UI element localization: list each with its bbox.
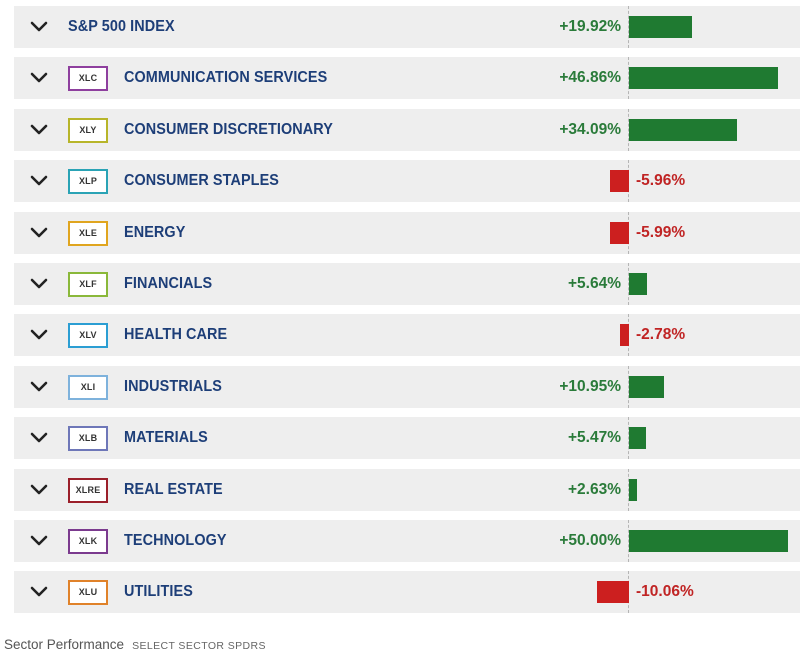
chevron-down-icon[interactable] [29,482,49,498]
zero-axis-line [628,468,629,511]
sector-name: S&P 500 INDEX [68,18,175,35]
percent-change-label: +46.86% [559,69,621,87]
performance-bar [597,581,629,604]
ticker-badge: XLY [68,117,108,143]
sector-row-industrials[interactable]: XLI INDUSTRIALS +10.95% [14,365,800,408]
ticker-badge: XLB [68,426,108,452]
sector-name: TECHNOLOGY [124,531,227,549]
performance-bar [620,324,629,347]
sector-row-consumer-discretionary[interactable]: XLY CONSUMER DISCRETIONARY +34.09% [14,108,800,151]
percent-change-label: +5.64% [567,274,621,292]
ticker-badge: XLU [68,580,108,606]
sector-name: CONSUMER STAPLES [124,172,280,190]
percent-change-label: +50.00% [559,531,621,549]
performance-bar [629,529,788,552]
sector-row-utilities[interactable]: XLU UTILITIES -10.06% [14,571,800,614]
chevron-down-icon[interactable] [29,19,49,35]
percent-change-label: -2.78% [636,326,686,344]
chevron-down-icon[interactable] [29,225,49,241]
sector-row-consumer-staples[interactable]: XLP CONSUMER STAPLES -5.96% [14,160,800,203]
sector-name: INDUSTRIALS [124,377,222,395]
performance-bar [629,67,778,90]
footer-title: Sector Performance [4,637,125,652]
zero-axis-line [628,365,629,408]
zero-axis-line [628,108,629,151]
ticker-badge: XLF [68,271,108,297]
percent-change-label: +10.95% [559,377,621,395]
performance-bar [629,16,692,38]
widget-footer: Sector Performance SELECT SECTOR SPDRS [4,637,266,653]
chevron-down-icon[interactable] [29,584,49,600]
zero-axis-line [628,417,629,460]
sector-row-financials[interactable]: XLF FINANCIALS +5.64% [14,262,800,305]
chevron-down-icon[interactable] [29,327,49,343]
percent-change-label: -10.06% [636,583,694,601]
chevron-down-icon[interactable] [29,122,49,138]
sector-name: HEALTH CARE [124,326,228,344]
performance-bar [629,118,737,141]
percent-change-label: +34.09% [559,120,621,138]
sector-row-communication-services[interactable]: XLC COMMUNICATION SERVICES +46.86% [14,57,800,100]
ticker-badge: XLC [68,66,108,92]
ticker-badge: XLK [68,528,108,554]
chevron-down-icon[interactable] [29,70,49,86]
chevron-down-icon[interactable] [29,430,49,446]
chevron-down-icon[interactable] [29,173,49,189]
sector-name: REAL ESTATE [124,480,223,498]
percent-change-label: +5.47% [567,429,621,447]
performance-bar [629,478,637,501]
percent-change-label: +2.63% [567,480,621,498]
zero-axis-line [628,519,629,562]
sector-row-energy[interactable]: XLE ENERGY -5.99% [14,211,800,254]
sector-name: FINANCIALS [124,274,213,292]
sector-row-health-care[interactable]: XLV HEALTH CARE -2.78% [14,314,800,357]
sector-row-technology[interactable]: XLK TECHNOLOGY +50.00% [14,519,800,562]
sector-name: UTILITIES [124,583,193,601]
chevron-down-icon[interactable] [29,533,49,549]
ticker-badge: XLRE [68,477,108,503]
percent-change-label: -5.99% [636,223,686,241]
sector-name: COMMUNICATION SERVICES [124,69,328,87]
zero-axis-line [628,57,629,100]
percent-change-label: +19.92% [559,18,621,35]
ticker-badge: XLI [68,374,108,400]
percent-change-label: -5.96% [636,172,686,190]
zero-axis-line [628,6,629,48]
ticker-badge: XLE [68,220,108,246]
performance-bar [610,170,629,193]
sector-performance-list: S&P 500 INDEX +19.92% XLC COMMUNICATION SER… [14,6,800,623]
performance-bar [629,272,647,295]
sector-row-real-estate[interactable]: XLRE REAL ESTATE +2.63% [14,468,800,511]
zero-axis-line [628,262,629,305]
performance-bar [610,221,629,244]
ticker-badge: XLP [68,169,108,195]
performance-bar [629,427,646,450]
sector-name: CONSUMER DISCRETIONARY [124,120,333,138]
chevron-down-icon[interactable] [29,379,49,395]
sector-name: ENERGY [124,223,186,241]
chevron-down-icon[interactable] [29,276,49,292]
sector-row-sandp-500-index[interactable]: S&P 500 INDEX +19.92% [14,6,800,48]
sector-name: MATERIALS [124,429,208,447]
ticker-badge: XLV [68,323,108,349]
footer-subtitle[interactable]: SELECT SECTOR SPDRS [132,640,266,652]
sector-row-materials[interactable]: XLB MATERIALS +5.47% [14,417,800,460]
performance-bar [629,375,664,398]
